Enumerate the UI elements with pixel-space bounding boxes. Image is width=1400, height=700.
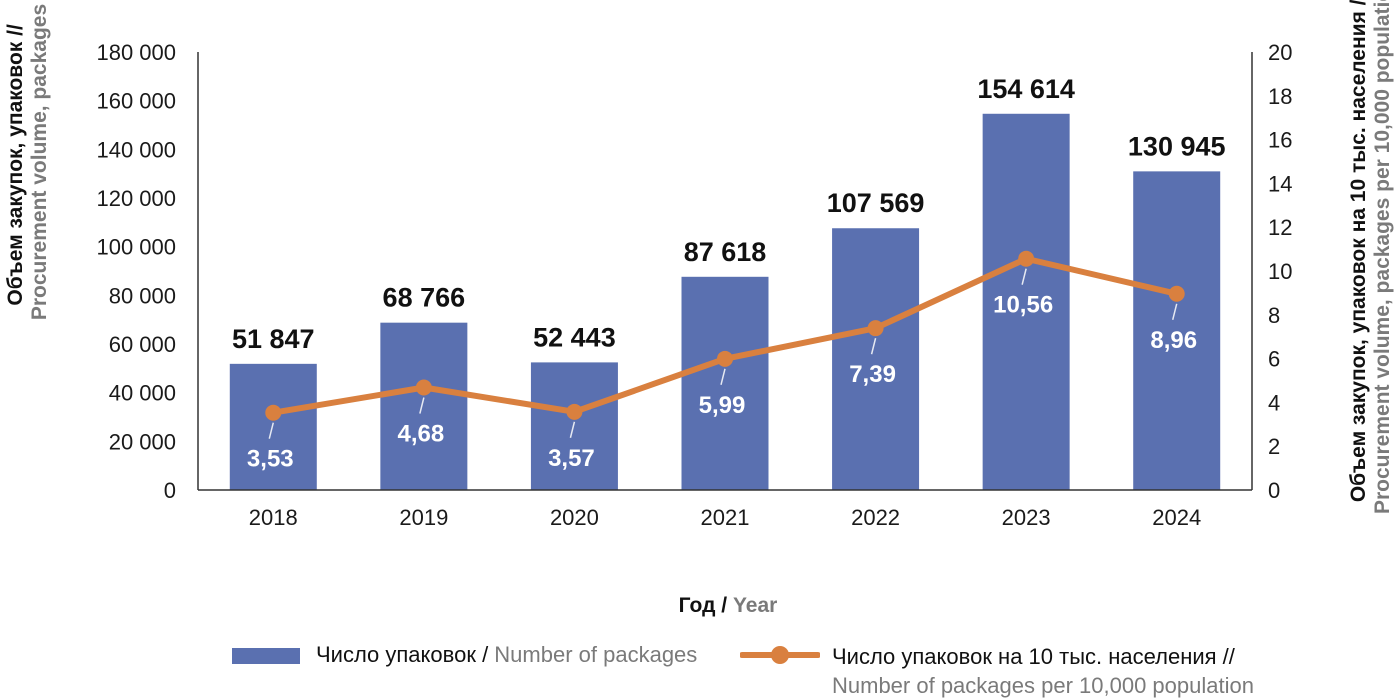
bar [982, 113, 1070, 491]
left-axis-title-en: Procurement volume, packages [28, 4, 51, 320]
left-tick-label: 100 000 [96, 235, 176, 260]
left-tick-label: 180 000 [96, 40, 176, 65]
x-axis-ticks: 2018 2019 2020 2021 2022 2023 2024 [249, 505, 1201, 530]
x-axis-title-ru: Год [679, 594, 716, 617]
bar [229, 363, 317, 490]
left-axis-title-ru: Объем закупок, упаковок // [4, 24, 27, 306]
line-marker [1168, 285, 1185, 302]
left-tick-label: 140 000 [96, 137, 176, 162]
line-marker [717, 350, 733, 367]
line-marker [415, 379, 432, 396]
legend-line-label: Число упаковок на 10 тыс. населения // N… [832, 642, 1254, 700]
x-axis-title: Год / Year [679, 594, 778, 617]
line-value-label: 3,53 [247, 446, 294, 473]
x-tick-label: 2024 [1152, 505, 1201, 530]
legend-bar-label-en: Number of packages [494, 642, 698, 667]
legend-line-swatch [740, 646, 820, 664]
right-tick-label: 0 [1268, 478, 1280, 503]
x-tick-label: 2021 [701, 505, 750, 530]
line-label-leader [720, 368, 726, 386]
right-axis-title-en: Procurement volume, packages per 10,000 … [1371, 0, 1394, 514]
legend-line-label-en: Number of packages per 10,000 population [832, 673, 1254, 698]
right-axis-title-ru: Объем закупок, упаковок на 10 тыс. насел… [1347, 0, 1370, 502]
right-tick-label: 6 [1268, 347, 1280, 372]
line-label-leader [1171, 303, 1178, 320]
x-tick-label: 2018 [249, 505, 298, 530]
line-value-label: 10,56 [993, 292, 1053, 319]
line-label-leader [419, 397, 425, 414]
right-tick-label: 8 [1268, 303, 1280, 328]
bar-value-labels: 51 847 68 766 52 443 87 618 107 569 154 614 13… [232, 74, 1226, 354]
line-label-leader [268, 422, 275, 439]
line-value-label: 3,57 [548, 445, 595, 472]
left-tick-label: 0 [164, 478, 176, 503]
line-marker [1018, 250, 1035, 267]
bar-value-label: 52 443 [533, 322, 616, 352]
right-tick-label: 20 [1268, 40, 1292, 65]
x-tick-label: 2020 [550, 505, 599, 530]
bar-value-label: 87 618 [684, 237, 767, 267]
x-tick-label: 2023 [1002, 505, 1051, 530]
line-value-label: 8,96 [1150, 327, 1197, 354]
right-tick-label: 12 [1268, 215, 1292, 240]
bar-value-label: 107 569 [827, 188, 925, 218]
bar [832, 228, 920, 490]
bar [681, 276, 769, 490]
bar-value-label: 51 847 [232, 324, 315, 354]
legend-bar-label-sep: / [475, 642, 495, 667]
line-series [265, 250, 1185, 421]
left-tick-label: 120 000 [96, 186, 176, 211]
left-axis-title: Объем закупок, упаковок // Procurement v… [4, 4, 51, 320]
line-value-label: 7,39 [849, 361, 896, 388]
right-axis-title: Объем закупок, упаковок на 10 тыс. насел… [1347, 0, 1394, 514]
bar-value-label: 154 614 [977, 74, 1075, 104]
legend-bar-swatch [232, 648, 300, 664]
line-marker [566, 403, 583, 420]
right-axis-ticks: 0 2 4 6 8 10 12 14 16 18 20 [1268, 40, 1292, 503]
line-label-leader [870, 337, 877, 355]
right-tick-label: 2 [1268, 434, 1280, 459]
line-value-label: 4,68 [397, 421, 444, 448]
left-tick-label: 20 000 [109, 429, 176, 454]
left-tick-label: 160 000 [96, 89, 176, 114]
bar-series [229, 113, 1221, 491]
legend-bar-label-ru: Число упаковок [316, 642, 476, 667]
right-tick-label: 18 [1268, 84, 1292, 109]
right-tick-label: 10 [1268, 259, 1292, 284]
line-label-leader [569, 421, 576, 438]
line-label-leader [1021, 268, 1027, 285]
bar-value-label: 68 766 [383, 283, 466, 313]
left-tick-label: 80 000 [109, 283, 176, 308]
line-value-labels: 3,53 4,68 3,57 5,99 7,39 10,56 8,96 [247, 268, 1197, 473]
bar [530, 362, 618, 490]
line-marker [265, 404, 282, 421]
right-tick-label: 16 [1268, 128, 1292, 153]
x-axis-title-en: Year [733, 594, 777, 617]
line-value-label: 5,99 [699, 392, 746, 419]
x-tick-label: 2022 [851, 505, 900, 530]
bar-value-label: 130 945 [1128, 131, 1226, 161]
left-tick-label: 40 000 [109, 381, 176, 406]
bar [380, 322, 468, 490]
legend-bar-label: Число упаковок / Number of packages [316, 642, 697, 668]
legend-line-label-ru: Число упаковок на 10 тыс. населения // [832, 644, 1235, 669]
combo-chart: 0 20 000 40 000 60 000 80 000 100 000 120 000 1… [4, 0, 1394, 617]
bar [1133, 171, 1221, 490]
legend-line-marker [771, 646, 789, 664]
right-tick-label: 4 [1268, 390, 1280, 415]
left-tick-label: 60 000 [109, 332, 176, 357]
x-axis-title-sep: / [715, 594, 733, 617]
line-marker [867, 320, 884, 337]
axes [197, 52, 1253, 491]
x-tick-label: 2019 [399, 505, 448, 530]
right-tick-label: 14 [1268, 171, 1292, 196]
left-axis-ticks: 0 20 000 40 000 60 000 80 000 100 000 120 000 1… [96, 40, 176, 503]
